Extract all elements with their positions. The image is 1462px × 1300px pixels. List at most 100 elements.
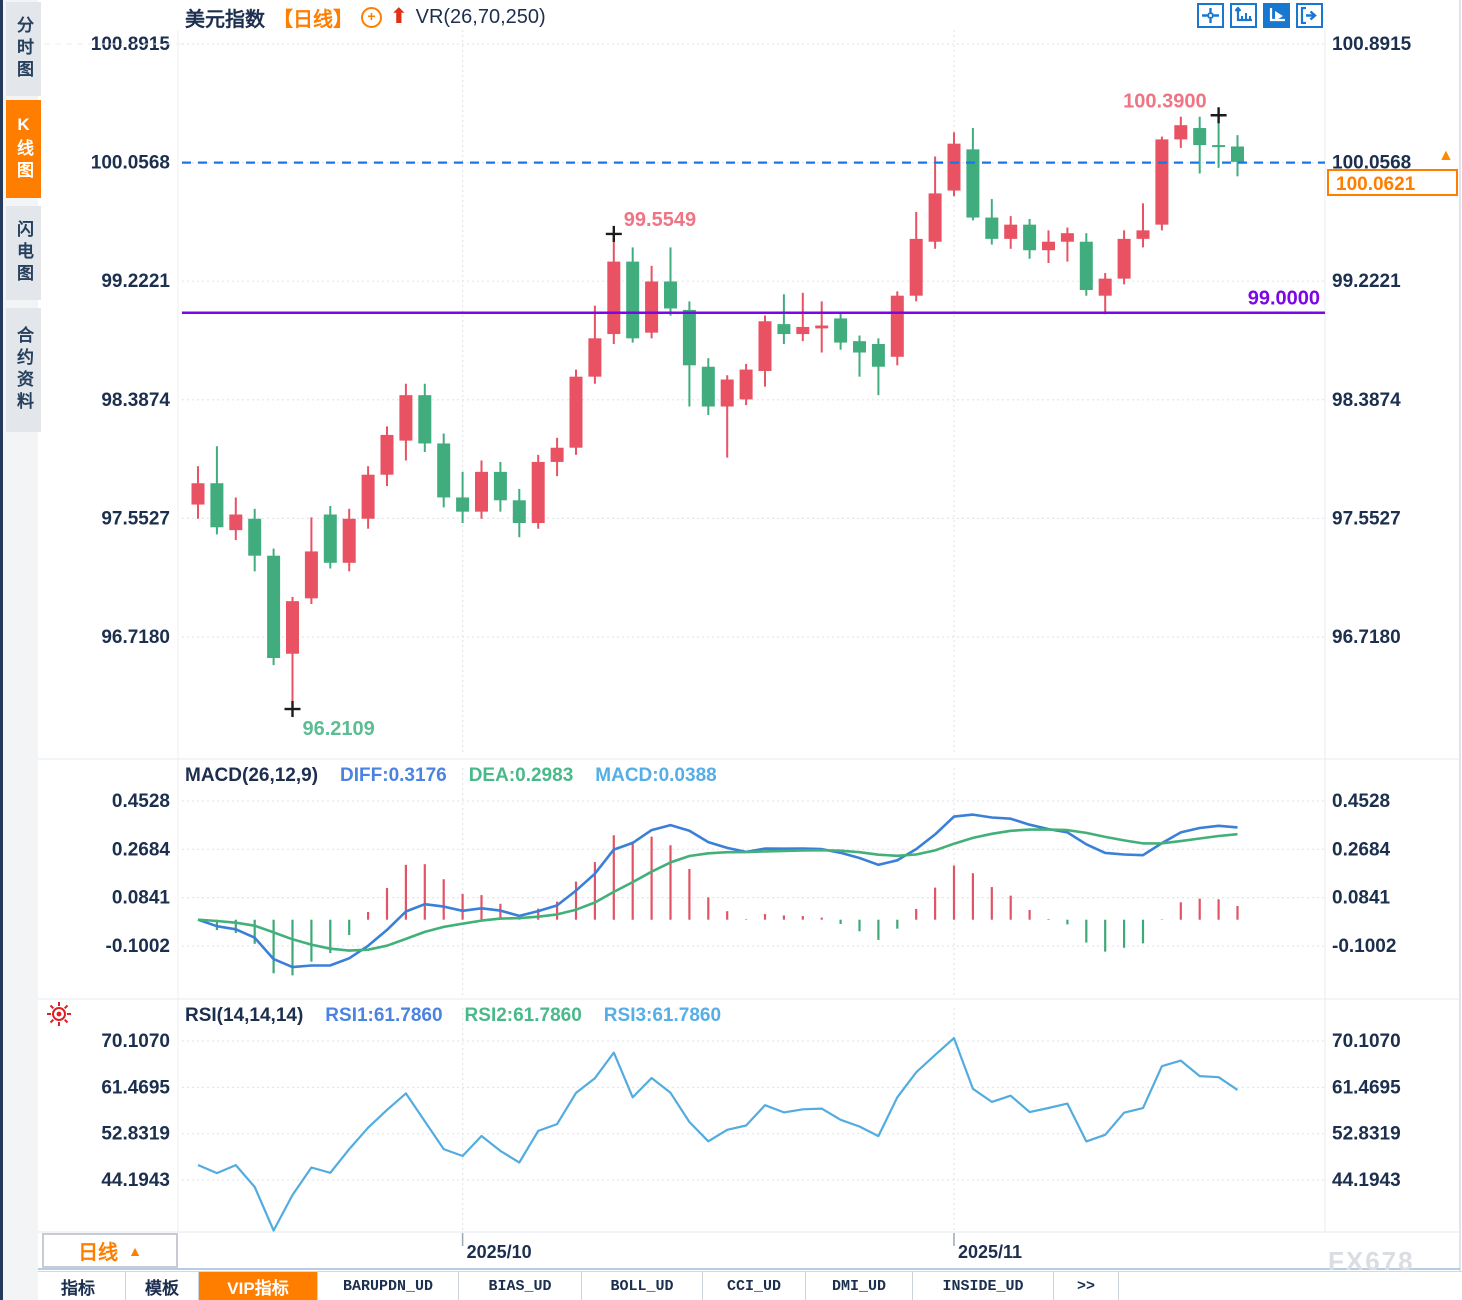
candle xyxy=(664,281,677,309)
indicator-settings-icon[interactable] xyxy=(46,1001,72,1032)
macd-panel-header: MACD(26,12,9) DIFF:0.3176 DEA:0.2983 MAC… xyxy=(185,765,717,787)
candle xyxy=(380,434,394,475)
candle xyxy=(512,500,526,524)
candle xyxy=(701,366,715,407)
crosshair-icon[interactable] xyxy=(1197,3,1224,28)
vr-indicator-label: VR(26,70,250) xyxy=(415,5,546,28)
candle xyxy=(834,318,848,343)
candle xyxy=(286,601,299,654)
y-axis-label-left: 44.1943 xyxy=(101,1170,170,1191)
sidebar-item-1[interactable]: 分时图 xyxy=(6,2,41,96)
candle xyxy=(815,325,829,329)
rsi1-value: RSI1:61.7860 xyxy=(325,1005,443,1026)
candle xyxy=(304,551,318,599)
y-axis-label-left: -0.1002 xyxy=(106,936,170,957)
y-axis-label-left: 70.1070 xyxy=(101,1031,170,1052)
y-axis-label-right: 52.8319 xyxy=(1332,1124,1401,1145)
candle xyxy=(1079,241,1093,291)
bottom-tab-[interactable]: 指标 xyxy=(31,1272,126,1300)
add-indicator-icon[interactable]: + xyxy=(361,6,382,28)
y-axis-label-left: 99.2221 xyxy=(101,271,170,292)
candle xyxy=(626,261,640,339)
bottom-tab-vip[interactable]: VIP指标 xyxy=(199,1272,318,1300)
candle xyxy=(796,326,810,335)
period-selector[interactable]: 日线 ▲ xyxy=(42,1233,178,1268)
y-axis-label-right: 96.7180 xyxy=(1332,627,1401,648)
candle xyxy=(928,193,942,242)
rsi-title: RSI(14,14,14) xyxy=(185,1005,304,1026)
candle xyxy=(1023,224,1037,251)
candle xyxy=(569,376,583,448)
sidebar-item-3[interactable]: 闪电图 xyxy=(6,206,41,300)
macd-dea-value: DEA:0.2983 xyxy=(468,765,574,786)
bottom-tab-bar: 指标 模板 VIP指标 BARUPDN_UD BIAS_UD BOLL_UD CCI_UD D… xyxy=(0,1271,1462,1300)
candle xyxy=(191,483,205,505)
candle xyxy=(1060,233,1074,242)
y-axis-label-right: 0.0841 xyxy=(1332,888,1391,909)
chart-header: 美元指数 【日线】 + ⬆ VR(26,70,250) xyxy=(185,4,546,31)
bottom-tab-dmi_ud[interactable]: DMI_UD xyxy=(806,1272,913,1300)
candle xyxy=(1136,230,1150,239)
y-axis-label-right: -0.1002 xyxy=(1332,936,1396,957)
candle xyxy=(1174,125,1188,140)
y-axis-label-right: 100.8915 xyxy=(1332,34,1412,55)
bottom-tab-[interactable]: 模板 xyxy=(126,1272,199,1300)
bottom-tab-cci_ud[interactable]: CCI_UD xyxy=(703,1272,806,1300)
macd-dea-line xyxy=(197,828,1238,952)
y-axis-label-right: 0.2684 xyxy=(1332,839,1391,860)
bottom-tab-barupdn_ud[interactable]: BARUPDN_UD xyxy=(318,1272,459,1300)
candle xyxy=(1212,145,1226,148)
y-axis-label-right: 0.4528 xyxy=(1332,791,1390,812)
left-sidebar: 分时图 K线图闪电图合约资料 xyxy=(0,0,41,1300)
rsi-line xyxy=(197,1037,1239,1232)
sidebar-item-4[interactable]: 合约资料 xyxy=(6,308,41,432)
current-price-box: 100.0621 xyxy=(1327,169,1458,196)
symbol-title: 美元指数 xyxy=(185,8,265,31)
pan-right-icon[interactable] xyxy=(1296,3,1323,28)
period-selector-label: 日线 xyxy=(78,1242,119,1264)
y-axis-label-left: 96.7180 xyxy=(101,627,170,648)
period-tag[interactable]: 【日线】 xyxy=(273,8,353,31)
bottom-tab-boll_ud[interactable]: BOLL_UD xyxy=(582,1272,703,1300)
candle xyxy=(682,309,696,366)
y-axis-label-left: 52.8319 xyxy=(101,1124,170,1145)
axis-auto-icon[interactable] xyxy=(1263,3,1290,28)
bottom-tab-bias_ud[interactable]: BIAS_UD xyxy=(459,1272,582,1300)
candle xyxy=(210,483,224,528)
y-axis-label-left: 100.0568 xyxy=(91,153,170,174)
price-annotation: 99.5549 xyxy=(624,209,696,231)
y-axis-label-left: 100.8915 xyxy=(91,34,171,55)
y-axis-label-right: 97.5527 xyxy=(1332,508,1401,529)
candle xyxy=(777,324,791,335)
candle xyxy=(607,261,621,335)
y-axis-label-right: 100.0568 xyxy=(1332,153,1411,174)
candle xyxy=(531,461,545,524)
axis-scale-icon[interactable] xyxy=(1230,3,1257,28)
candle xyxy=(890,295,904,357)
candle xyxy=(966,149,980,218)
y-axis-label-right: 99.2221 xyxy=(1332,271,1401,292)
chart-toolbar xyxy=(1197,3,1323,28)
candle xyxy=(985,217,999,239)
macd-diff-line xyxy=(197,813,1238,969)
y-axis-label-right: 98.3874 xyxy=(1332,390,1401,411)
candle xyxy=(1042,241,1055,251)
candle xyxy=(871,344,885,367)
candle xyxy=(739,369,753,400)
sidebar-item-2[interactable]: K线图 xyxy=(6,100,41,198)
rsi2-value: RSI2:61.7860 xyxy=(464,1005,582,1026)
candle xyxy=(267,555,281,658)
candle xyxy=(437,443,451,498)
y-axis-label-right: 44.1943 xyxy=(1332,1170,1401,1191)
candle xyxy=(342,518,356,563)
y-axis-label-left: 0.2684 xyxy=(112,839,171,860)
price-annotation: 96.2109 xyxy=(303,718,375,740)
candle xyxy=(588,338,602,377)
bottom-tab-inside_ud[interactable]: INSIDE_UD xyxy=(913,1272,1054,1300)
candle xyxy=(1231,146,1244,162)
x-axis-label: 2025/10 xyxy=(467,1242,532,1262)
watermark: FX678 xyxy=(1328,1246,1415,1276)
bottom-tab->>[interactable]: >> xyxy=(1054,1272,1119,1300)
